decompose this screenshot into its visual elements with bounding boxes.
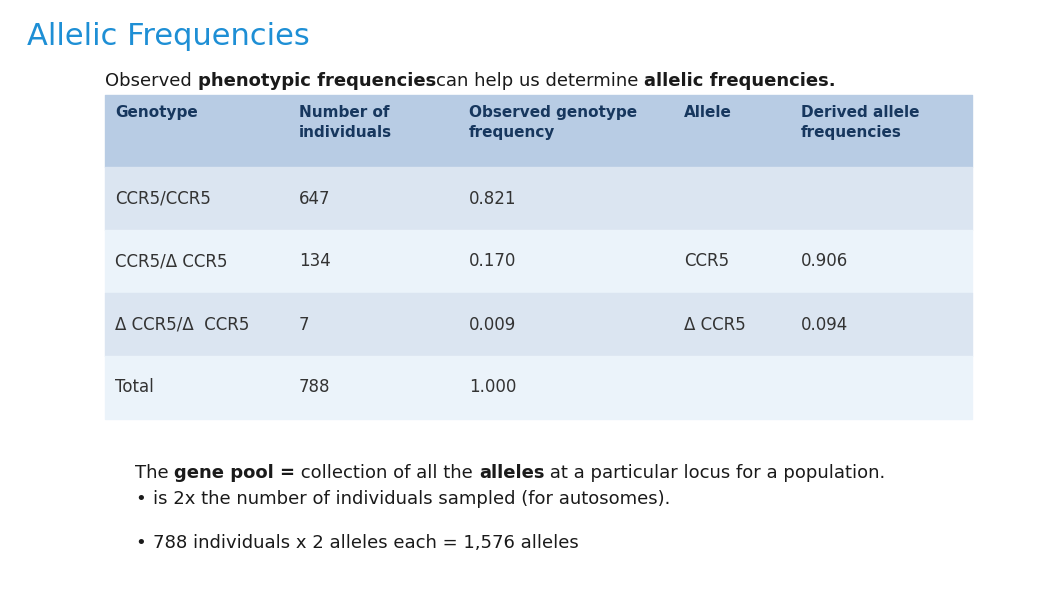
Text: 134: 134 (298, 252, 330, 270)
Text: Observed: Observed (105, 72, 198, 90)
Text: 7: 7 (298, 316, 309, 334)
Text: Observed genotype
frequency: Observed genotype frequency (468, 105, 637, 140)
Text: Δ CCR5: Δ CCR5 (684, 316, 747, 334)
Text: Allele: Allele (684, 105, 732, 120)
Text: 0.009: 0.009 (468, 316, 516, 334)
Text: 0.094: 0.094 (801, 316, 849, 334)
Text: is 2x the number of individuals sampled (for autosomes).: is 2x the number of individuals sampled … (153, 490, 670, 508)
Text: 1.000: 1.000 (468, 379, 516, 396)
Text: 788 individuals x 2 alleles each = 1,576 alleles: 788 individuals x 2 alleles each = 1,576… (153, 534, 579, 552)
Text: •: • (135, 534, 145, 552)
Text: CCR5: CCR5 (684, 252, 730, 270)
Text: •: • (135, 490, 145, 508)
Text: 0.906: 0.906 (801, 252, 849, 270)
Text: gene pool =: gene pool = (174, 464, 295, 482)
Text: collection of all the: collection of all the (295, 464, 479, 482)
Text: Number of
individuals: Number of individuals (298, 105, 392, 140)
Text: alleles: alleles (479, 464, 545, 482)
Text: The: The (135, 464, 174, 482)
Text: CCR5/Δ CCR5: CCR5/Δ CCR5 (115, 252, 227, 270)
Text: 647: 647 (298, 190, 330, 208)
Text: can help us determine: can help us determine (435, 72, 644, 90)
Text: 788: 788 (298, 379, 330, 396)
Text: CCR5/CCR5: CCR5/CCR5 (115, 190, 211, 208)
Text: Total: Total (115, 379, 154, 396)
Text: Derived allele
frequencies: Derived allele frequencies (801, 105, 920, 140)
Text: Allelic Frequencies: Allelic Frequencies (27, 22, 310, 51)
Text: at a particular locus for a population.: at a particular locus for a population. (545, 464, 886, 482)
Text: Δ CCR5/Δ  CCR5: Δ CCR5/Δ CCR5 (115, 316, 250, 334)
Text: phenotypic frequencies: phenotypic frequencies (198, 72, 435, 90)
Text: Genotype: Genotype (115, 105, 198, 120)
Text: 0.170: 0.170 (468, 252, 516, 270)
Text: 0.821: 0.821 (468, 190, 516, 208)
Text: allelic frequencies.: allelic frequencies. (644, 72, 836, 90)
